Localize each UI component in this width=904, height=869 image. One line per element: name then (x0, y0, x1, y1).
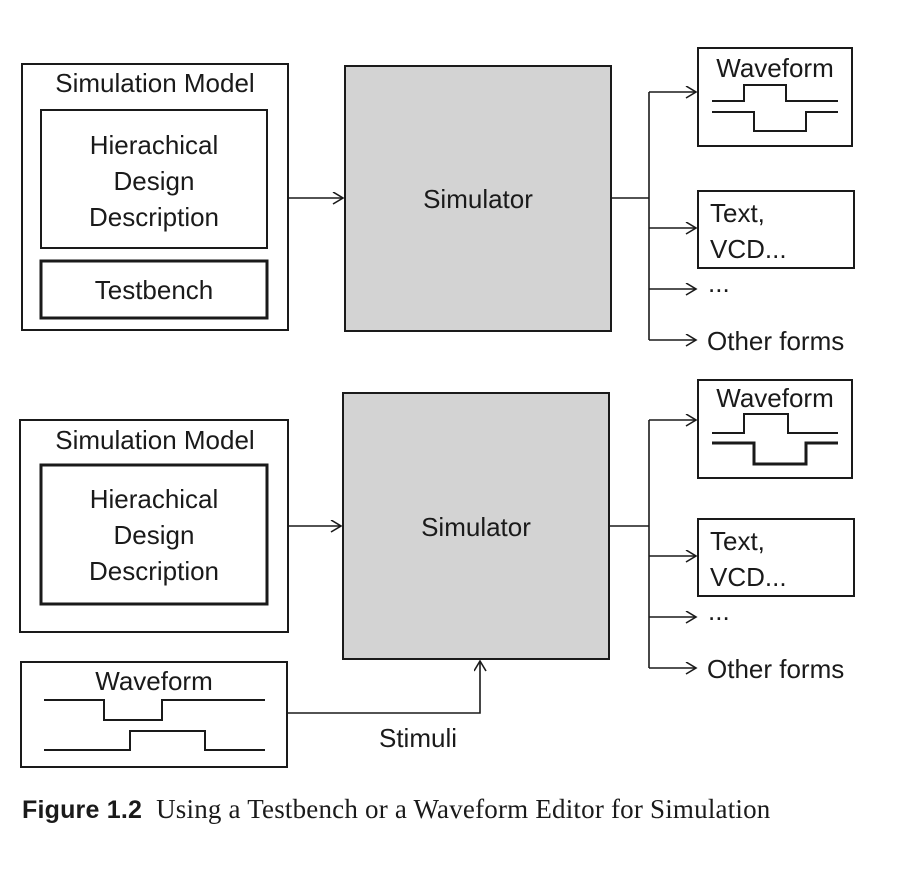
top-output-waveform-signal-1 (712, 84, 838, 102)
top-design-line-3: Description (89, 202, 219, 232)
top-output-waveform-label: Waveform (716, 53, 834, 83)
top-simulation-model-label: Simulation Model (55, 68, 254, 98)
top-design-line-2: Design (114, 166, 195, 196)
bottom-design-description-box (39, 463, 269, 606)
top-design-description-box (40, 109, 268, 249)
bottom-output-waveform-box (697, 379, 853, 479)
top-output-text-box (697, 190, 855, 269)
top-output-ellipsis: ... (708, 268, 730, 298)
bottom-design-line-1: Hierachical (90, 484, 219, 514)
bottom-diagram: Simulation Model Hierachical Design Desc… (19, 379, 855, 768)
top-design-line-1: Hierachical (90, 130, 219, 160)
input-waveform-box (20, 661, 288, 768)
top-output-waveform-box (697, 47, 853, 147)
input-waveform-signal-2 (44, 730, 265, 751)
top-simulator-label: Simulator (423, 184, 533, 214)
stimuli-label: Stimuli (379, 723, 457, 753)
bottom-simulator-box (342, 392, 610, 660)
bottom-simulation-model-label: Simulation Model (55, 425, 254, 455)
top-output-text-line-2: VCD... (710, 234, 787, 264)
input-waveform-label: Waveform (95, 666, 213, 696)
top-simulator-box (344, 65, 612, 332)
bottom-output-waveform-signal-2 (712, 441, 838, 466)
bottom-output-text-line-1: Text, (710, 526, 765, 556)
testbench-label: Testbench (95, 275, 214, 305)
bottom-design-line-3: Description (89, 556, 219, 586)
top-simulation-model-box (21, 63, 289, 331)
bottom-output-waveform-signal-1 (712, 413, 838, 434)
figure-label: Figure 1.2 (22, 796, 143, 824)
bottom-design-line-2: Design (114, 520, 195, 550)
bottom-simulator-label: Simulator (421, 512, 531, 542)
stimuli-arrow (287, 661, 480, 714)
top-output-waveform-signal-2 (712, 111, 838, 132)
bottom-output-other-forms: Other forms (707, 654, 844, 684)
top-output-other-forms: Other forms (707, 326, 844, 356)
input-waveform-signal-1 (44, 699, 265, 721)
bottom-output-ellipsis: ... (708, 596, 730, 626)
figure-caption: Figure 1.2 Using a Testbench or a Wavefor… (22, 793, 872, 827)
bottom-output-waveform-label: Waveform (716, 383, 834, 413)
figure-caption-text: Using a Testbench or a Waveform Editor f… (156, 794, 771, 824)
bottom-output-text-box (697, 518, 855, 597)
bottom-output-text-line-2: VCD... (710, 562, 787, 592)
testbench-box (39, 259, 269, 320)
top-diagram: Simulation Model Hierachical Design Desc… (21, 47, 855, 356)
top-output-text-line-1: Text, (710, 198, 765, 228)
